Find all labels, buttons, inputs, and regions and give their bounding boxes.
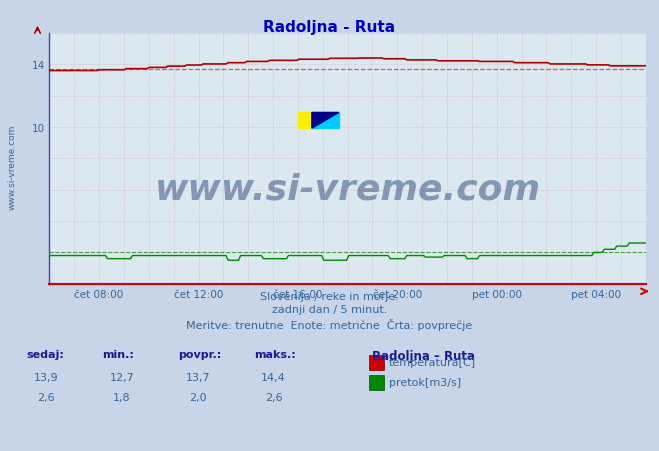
Text: 13,7: 13,7 <box>185 372 210 382</box>
Text: 12,7: 12,7 <box>109 372 134 382</box>
Text: min.:: min.: <box>102 350 134 359</box>
Text: 13,9: 13,9 <box>34 372 59 382</box>
Text: Meritve: trenutne  Enote: metrične  Črta: povprečje: Meritve: trenutne Enote: metrične Črta: … <box>186 318 473 330</box>
Text: pretok[m3/s]: pretok[m3/s] <box>389 377 461 387</box>
Text: 14,4: 14,4 <box>261 372 286 382</box>
Polygon shape <box>312 113 339 129</box>
Text: 1,8: 1,8 <box>113 392 130 402</box>
Text: temperatura[C]: temperatura[C] <box>389 357 476 367</box>
Text: 2,0: 2,0 <box>189 392 206 402</box>
Text: zadnji dan / 5 minut.: zadnji dan / 5 minut. <box>272 304 387 314</box>
Text: Radoljna – Ruta: Radoljna – Ruta <box>372 350 475 363</box>
Bar <box>299 113 326 129</box>
Text: www.si-vreme.com: www.si-vreme.com <box>8 124 17 209</box>
Text: Radoljna - Ruta: Radoljna - Ruta <box>264 20 395 35</box>
Text: www.si-vreme.com: www.si-vreme.com <box>155 172 540 206</box>
Text: povpr.:: povpr.: <box>178 350 221 359</box>
Text: Slovenija / reke in morje.: Slovenija / reke in morje. <box>260 291 399 301</box>
Text: 2,6: 2,6 <box>265 392 282 402</box>
Text: sedaj:: sedaj: <box>26 350 64 359</box>
Polygon shape <box>312 113 339 129</box>
Text: maks.:: maks.: <box>254 350 295 359</box>
Text: 2,6: 2,6 <box>38 392 55 402</box>
